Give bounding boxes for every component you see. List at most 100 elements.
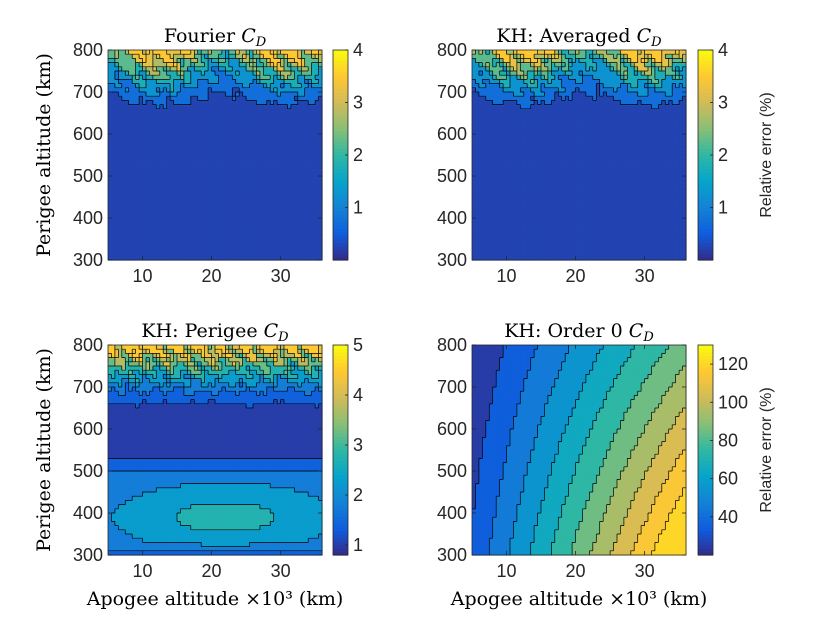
contour-cell <box>523 188 528 194</box>
contour-cell <box>111 218 116 223</box>
contour-cell <box>190 79 195 85</box>
contour-cell <box>658 226 663 232</box>
contour-cell <box>142 247 147 253</box>
contour-cell <box>630 146 635 152</box>
contour-cell <box>111 197 116 202</box>
contour-cell <box>675 171 680 177</box>
contour-cell <box>620 150 625 156</box>
contour-cell <box>311 239 316 244</box>
contour-cell <box>537 180 542 185</box>
contour-cell <box>194 100 199 106</box>
contour-cell <box>221 197 226 202</box>
contour-cell <box>630 184 635 190</box>
contour-cell <box>114 75 119 80</box>
contour-cell <box>228 255 233 261</box>
contour-cell <box>610 226 615 232</box>
contour-cell <box>478 222 483 227</box>
contour-cell <box>249 100 254 106</box>
contour-cell <box>311 79 316 85</box>
colorbar-segment <box>333 179 348 184</box>
contour-cell <box>125 83 130 89</box>
contour-cell <box>266 117 271 122</box>
contour-cell <box>132 129 137 135</box>
contour-cell <box>142 243 147 248</box>
contour-cell <box>232 180 237 185</box>
contour-cell <box>149 163 154 169</box>
colorbar-tick-label: 1 <box>353 198 363 218</box>
contour-cell <box>277 138 282 143</box>
y-tick-label: 600 <box>73 124 103 144</box>
contour-cell <box>541 171 546 177</box>
contour-cell <box>194 96 199 101</box>
contour-cell <box>558 205 563 211</box>
contour-cell <box>297 188 302 194</box>
contour-cell <box>221 188 226 194</box>
contour-cell <box>266 201 271 206</box>
contour-cell <box>682 159 687 164</box>
contour-cell <box>565 188 570 194</box>
contour-cell <box>177 155 182 160</box>
contour-cell <box>249 176 254 181</box>
contour-cell <box>589 218 594 223</box>
contour-cell <box>311 234 316 240</box>
contour-cell <box>121 134 126 139</box>
contour-cell <box>627 209 632 215</box>
contour-cell <box>246 125 251 131</box>
contour-cell <box>232 125 237 131</box>
contour-cell <box>166 66 171 72</box>
colorbar-segment <box>333 186 348 191</box>
contour-cell <box>475 192 480 198</box>
contour-cell <box>204 201 209 206</box>
contour-cell <box>482 155 487 160</box>
contour-cell <box>308 239 313 244</box>
contour-cell <box>194 255 199 261</box>
contour-cell <box>284 180 289 185</box>
contour-cell <box>568 188 573 194</box>
contour-cell <box>572 138 577 143</box>
contour-cell <box>572 150 577 156</box>
contour-cell <box>111 163 116 169</box>
contour-cell <box>644 205 649 211</box>
contour-cell <box>180 180 185 185</box>
contour-cell <box>297 255 302 261</box>
contour-cell <box>239 180 244 185</box>
contour-cell <box>644 155 649 160</box>
contour-cell <box>603 176 608 181</box>
contour-cell <box>211 184 216 190</box>
contour-cell <box>475 222 480 227</box>
contour-cell <box>128 205 133 211</box>
contour-cell <box>534 163 539 169</box>
contour-cell <box>135 125 140 131</box>
contour-cell <box>108 50 113 55</box>
contour-cell <box>270 142 275 148</box>
contour-cell <box>530 201 535 206</box>
contour-cell <box>682 213 687 219</box>
contour-cell <box>284 121 289 127</box>
contour-cell <box>173 222 178 227</box>
contour-cell <box>530 150 535 156</box>
contour-cell <box>232 58 237 64</box>
contour-cell <box>620 239 625 244</box>
contour-cell <box>582 142 587 148</box>
contour-cell <box>132 138 137 143</box>
contour-cell <box>135 83 140 89</box>
contour-cell <box>503 150 508 156</box>
contour-cell <box>232 155 237 160</box>
contour-cell <box>315 226 320 232</box>
contour-cell <box>547 251 552 257</box>
contour-cell <box>315 230 320 236</box>
contour-cell <box>277 117 282 122</box>
contour-cell <box>273 117 278 122</box>
contour-cell <box>308 129 313 135</box>
contour-cell <box>284 75 289 80</box>
contour-cell <box>142 66 147 72</box>
contour-cell <box>270 50 275 55</box>
contour-cell <box>527 243 532 248</box>
contour-cell <box>297 142 302 148</box>
contour-cell <box>682 197 687 202</box>
contour-cell <box>132 96 137 101</box>
contour-cell <box>156 113 161 118</box>
contour-cell <box>318 247 323 253</box>
contour-cell <box>170 71 175 76</box>
contour-cell <box>173 218 178 223</box>
